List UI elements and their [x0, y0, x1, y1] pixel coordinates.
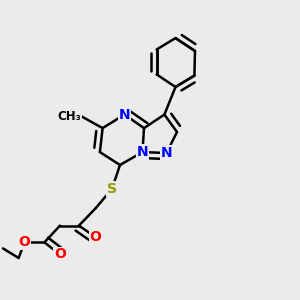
- Text: N: N: [161, 146, 172, 160]
- Text: O: O: [89, 230, 101, 244]
- Text: N: N: [137, 145, 148, 159]
- Text: S: S: [107, 182, 117, 196]
- Text: O: O: [19, 236, 31, 249]
- Text: CH₃: CH₃: [57, 110, 81, 123]
- Text: O: O: [54, 248, 66, 261]
- Text: N: N: [119, 108, 130, 122]
